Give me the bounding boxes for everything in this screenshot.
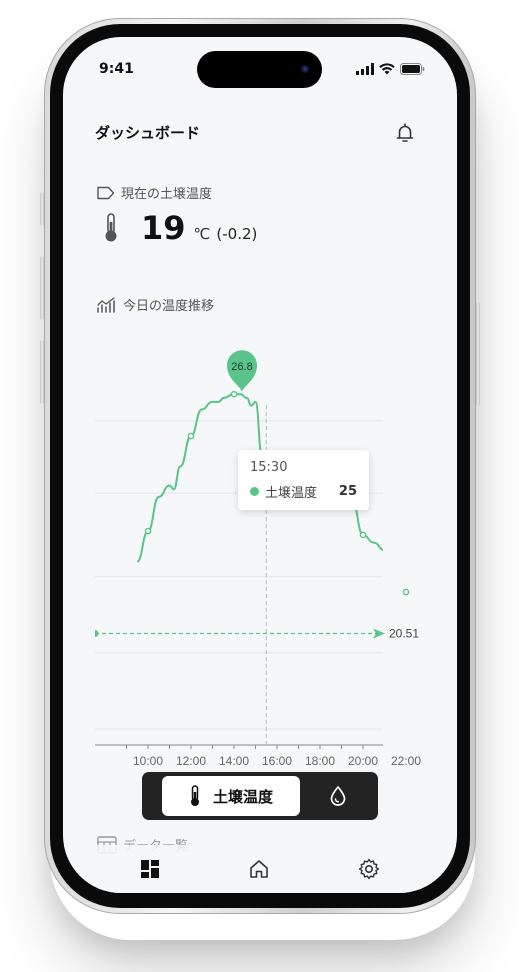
camera-icon bbox=[301, 65, 309, 73]
page-title: ダッシュボード bbox=[95, 124, 201, 142]
reference-arrow bbox=[373, 628, 385, 639]
volume-up-button bbox=[40, 256, 44, 320]
action-button bbox=[40, 192, 44, 226]
series-point bbox=[144, 527, 152, 535]
water-drop-icon[interactable] bbox=[326, 784, 350, 808]
toggle-soil-temp[interactable]: 土壌温度 bbox=[162, 776, 300, 816]
trend-section: 今日の温度推移 bbox=[97, 295, 214, 314]
gear-icon[interactable] bbox=[357, 857, 381, 881]
battery-icon bbox=[400, 63, 425, 75]
series-point bbox=[359, 531, 367, 539]
x-tick-label: 12:00 bbox=[176, 754, 206, 768]
reference-start-dot bbox=[95, 629, 99, 637]
dashboard-icon[interactable] bbox=[138, 857, 162, 881]
current-temp-delta: (-0.2) bbox=[216, 225, 258, 243]
bottom-nav bbox=[63, 845, 457, 893]
x-tick-label: 18:00 bbox=[305, 754, 335, 768]
tooltip-series-dot bbox=[250, 487, 259, 496]
volume-down-button bbox=[40, 340, 44, 404]
x-tick-label: 16:00 bbox=[262, 754, 292, 768]
tooltip-time: 15:30 bbox=[250, 460, 288, 475]
series-point bbox=[230, 390, 238, 398]
reference-label: 20.51 bbox=[389, 626, 419, 640]
status-icons bbox=[356, 63, 425, 75]
trend-label: 今日の温度推移 bbox=[123, 299, 215, 314]
current-temp-section: 現在の土壌温度 bbox=[97, 183, 212, 202]
power-button bbox=[476, 302, 480, 406]
tooltip-value: 25 bbox=[338, 484, 357, 499]
sensor-toggle: 土壌温度 bbox=[142, 772, 378, 820]
tag-icon bbox=[97, 186, 115, 199]
max-marker-pin bbox=[227, 350, 257, 392]
x-tick-label: 10:00 bbox=[133, 754, 163, 768]
bell-icon[interactable] bbox=[393, 121, 417, 145]
series-point bbox=[187, 432, 195, 440]
thermometer-icon bbox=[105, 213, 117, 242]
signal-icon bbox=[356, 63, 374, 75]
app-screen: 9:41 ダッシュボード 現在の土壌温度 bbox=[63, 37, 457, 893]
current-temp-unit: ℃ bbox=[193, 225, 211, 243]
home-icon[interactable] bbox=[247, 857, 271, 881]
x-tick-label: 22:00 bbox=[391, 754, 421, 768]
series-point bbox=[402, 588, 410, 596]
current-temp-value: 19 bbox=[141, 209, 186, 247]
toggle-soil-temp-label: 土壌温度 bbox=[212, 787, 273, 806]
x-tick-label: 20:00 bbox=[348, 754, 378, 768]
tooltip-series-name: 土壌温度 bbox=[265, 486, 318, 501]
wifi-icon bbox=[379, 63, 395, 75]
max-marker-label: 26.8 bbox=[231, 361, 252, 373]
chart-tooltip: 15:30 土壌温度 25 bbox=[238, 450, 369, 510]
dynamic-island bbox=[197, 51, 322, 88]
current-temp-reading: 19 ℃ (-0.2) bbox=[103, 209, 257, 247]
temperature-line-chart[interactable]: 10:00 12:00 14:00 16:00 18:00 20:00 22:00 20.51… bbox=[63, 317, 457, 777]
current-temp-label: 現在の土壌温度 bbox=[121, 187, 213, 202]
status-time: 9:41 bbox=[99, 61, 134, 77]
chart-icon bbox=[97, 296, 115, 313]
tooltip-row: 土壌温度 25 bbox=[250, 482, 357, 501]
x-tick-label: 14:00 bbox=[219, 754, 249, 768]
thermometer-icon bbox=[190, 785, 199, 806]
